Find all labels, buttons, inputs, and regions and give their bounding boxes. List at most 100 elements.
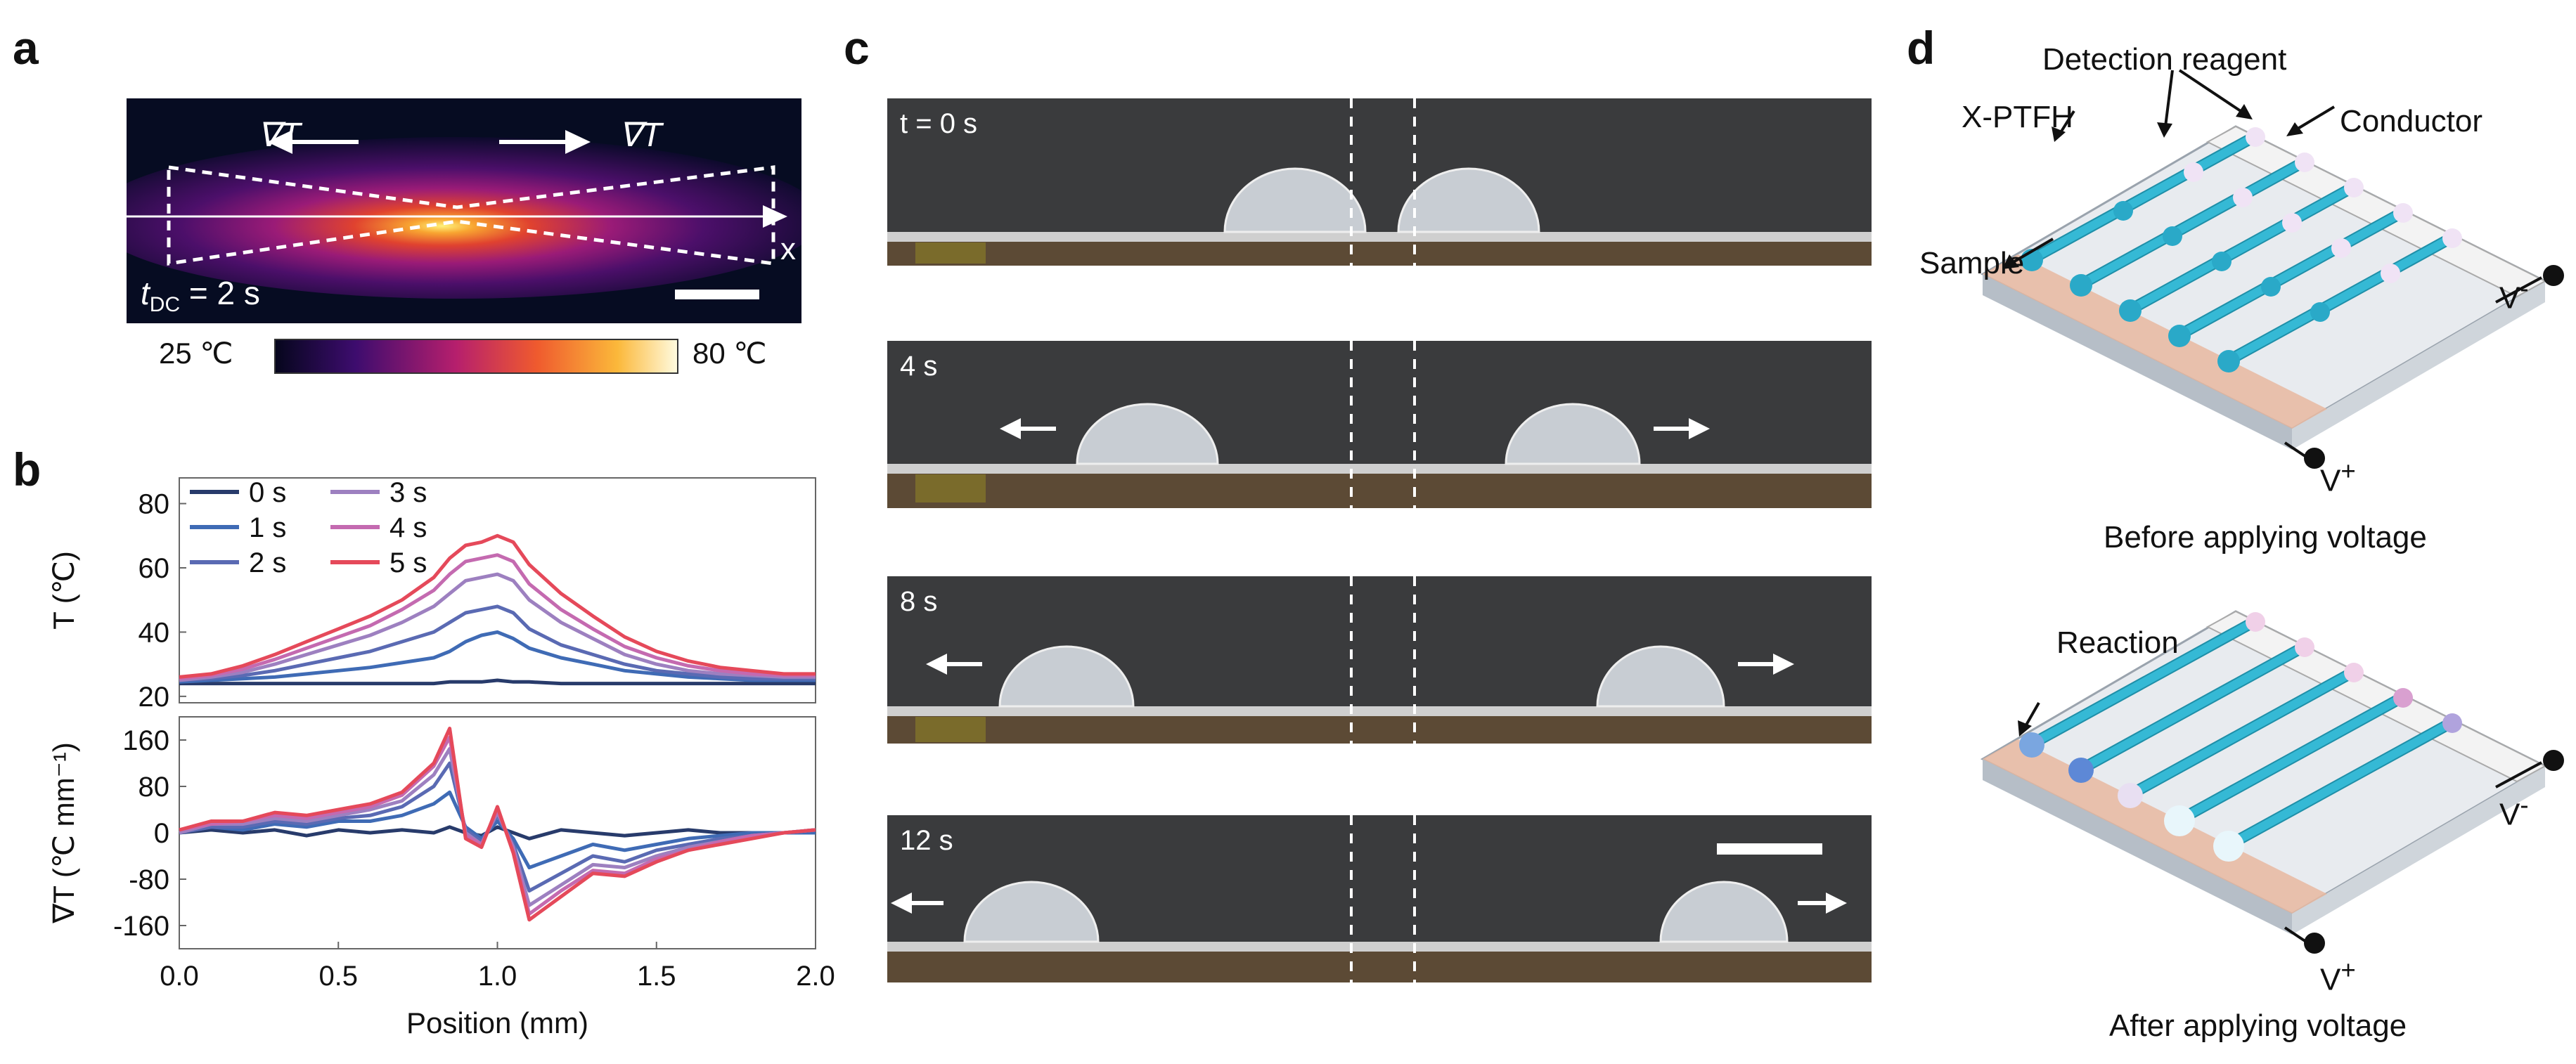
v-label: V	[2499, 280, 2520, 316]
caption-before: Before applying voltage	[2104, 520, 2427, 554]
thermal-image-svg	[91, 98, 823, 323]
frame-time-label: 8 s	[900, 586, 938, 617]
frame-time-label: 12 s	[900, 825, 953, 856]
grad-left-label: ∇T	[257, 117, 301, 154]
colorbar	[274, 339, 678, 374]
x-tick-label: 0.0	[160, 961, 199, 992]
droplet-left	[1223, 167, 1367, 233]
series-line-5s	[179, 533, 816, 679]
right-arrowhead	[565, 130, 591, 154]
droplet-left	[963, 881, 1100, 943]
y-tick-label: 20	[139, 682, 170, 713]
y-tick-label: 40	[139, 617, 170, 648]
legend-label: 5 s	[389, 547, 427, 578]
lower-plot: -160 -80 0 80 160 0.0 0.5 1.0 1.5 2.0 ∇T (℃ mm⁻¹) P…	[47, 725, 835, 1039]
series-line-0s	[179, 678, 816, 686]
y-tick-label: 160	[122, 725, 169, 756]
droplet-right	[1596, 645, 1725, 708]
frame-0-drawing	[887, 98, 1872, 266]
label-v-plus-bottom: V+	[2320, 956, 2356, 998]
panel-label-c: c	[844, 22, 870, 74]
legend-label: 4 s	[389, 512, 427, 543]
y-axis-label: T (℃)	[47, 551, 80, 630]
panel-label-d: d	[1907, 22, 1936, 74]
minus-sign: -	[2520, 791, 2529, 819]
time-label-sub: DC	[149, 293, 181, 317]
panel-label-b: b	[13, 443, 41, 495]
x-tick-label: 1.5	[637, 961, 676, 992]
x-axis-arrow	[763, 205, 787, 228]
series-line-4s	[179, 553, 816, 681]
series-line-5s	[179, 727, 816, 922]
y-tick-label: -80	[129, 864, 169, 895]
legend-label: 1 s	[249, 512, 286, 543]
colorbar-max-label: 80 ℃	[693, 337, 767, 370]
y-tick-label: -160	[113, 911, 169, 942]
time-label-t: t	[141, 275, 150, 311]
y-axis-label: ∇T (℃ mm⁻¹)	[47, 742, 80, 924]
y-tick-label: 80	[139, 489, 170, 520]
colorbar-min-label: 25 ℃	[159, 337, 233, 370]
droplet-right	[1659, 881, 1789, 943]
label-xptfh: X-PTFH	[1962, 100, 2073, 134]
label-conductor: Conductor	[2340, 104, 2483, 138]
droplet-left	[1076, 403, 1219, 465]
series-line-1s	[179, 630, 816, 684]
y-tick-label: 80	[139, 772, 170, 803]
left-arrowhead	[267, 130, 292, 154]
x-axis-label: Position (mm)	[406, 1006, 588, 1039]
time-label: tDC = 2 s	[141, 274, 260, 317]
v-label: V	[2320, 463, 2341, 498]
heat-zone	[91, 137, 823, 299]
droplet-left	[998, 645, 1135, 708]
legend-label: 3 s	[389, 477, 427, 508]
label-detection-reagent: Detection reagent	[2042, 42, 2287, 77]
device-before	[1980, 69, 2564, 469]
frame-2-drawing	[887, 576, 1872, 744]
time-label-value: = 2 s	[180, 275, 260, 311]
upper-plot-frame	[179, 477, 816, 703]
x-tick-label: 2.0	[796, 961, 835, 992]
frame-time-label: t = 0 s	[900, 108, 978, 139]
label-reaction: Reaction	[2056, 625, 2179, 660]
series-line-3s	[179, 572, 816, 682]
minus-sign: -	[2520, 274, 2529, 303]
droplet-right	[1397, 167, 1540, 233]
x-tick-label: 0.5	[318, 961, 358, 992]
panel-b-charts: 20 40 60 80 T (℃) -160 -80 0 80 160 0.0 0.5 1.0 1.5 2…	[47, 477, 835, 1039]
y-tick-label: 0	[154, 818, 169, 849]
label-v-minus-bottom: V-	[2499, 791, 2529, 833]
scale-bar	[1717, 843, 1822, 855]
series-line-2s	[179, 604, 816, 682]
photo-frame-3: 12 s	[887, 815, 1872, 982]
photo-frame-0: t = 0 s	[887, 98, 1872, 266]
label-v-plus-top: V+	[2320, 457, 2356, 499]
x-tick-label: 1.0	[478, 961, 517, 992]
device-after	[1980, 610, 2564, 954]
x-axis-label: x	[780, 232, 796, 266]
droplet-right	[1505, 403, 1641, 465]
v-label: V	[2499, 797, 2520, 832]
legend: 0 s 1 s 2 s 3 s 4 s 5 s	[190, 477, 427, 578]
photo-frame-1: 4 s	[887, 341, 1872, 508]
dashed-outline	[167, 165, 775, 266]
legend-label: 2 s	[249, 547, 286, 578]
label-sample: Sample	[1919, 246, 2025, 280]
frame-1-drawing	[887, 341, 1872, 508]
caption-after: After applying voltage	[2109, 1008, 2407, 1043]
thermal-image: ∇T ∇T x tDC = 2 s	[91, 98, 823, 323]
label-v-minus-top: V-	[2499, 274, 2529, 316]
panel-label-a: a	[13, 22, 39, 74]
legend-label: 0 s	[249, 477, 286, 508]
y-tick-label: 60	[139, 553, 170, 584]
plus-sign: +	[2340, 457, 2356, 486]
panel-d-schematic	[1980, 69, 2564, 954]
upper-plot: 20 40 60 80 T (℃)	[47, 489, 816, 713]
plus-sign: +	[2340, 956, 2356, 985]
frame-3-drawing	[887, 815, 1872, 982]
grad-right-label: ∇T	[619, 117, 662, 154]
photo-frame-2: 8 s	[887, 576, 1872, 744]
v-label: V	[2320, 962, 2341, 997]
frame-time-label: 4 s	[900, 351, 938, 382]
scale-bar	[675, 290, 759, 299]
